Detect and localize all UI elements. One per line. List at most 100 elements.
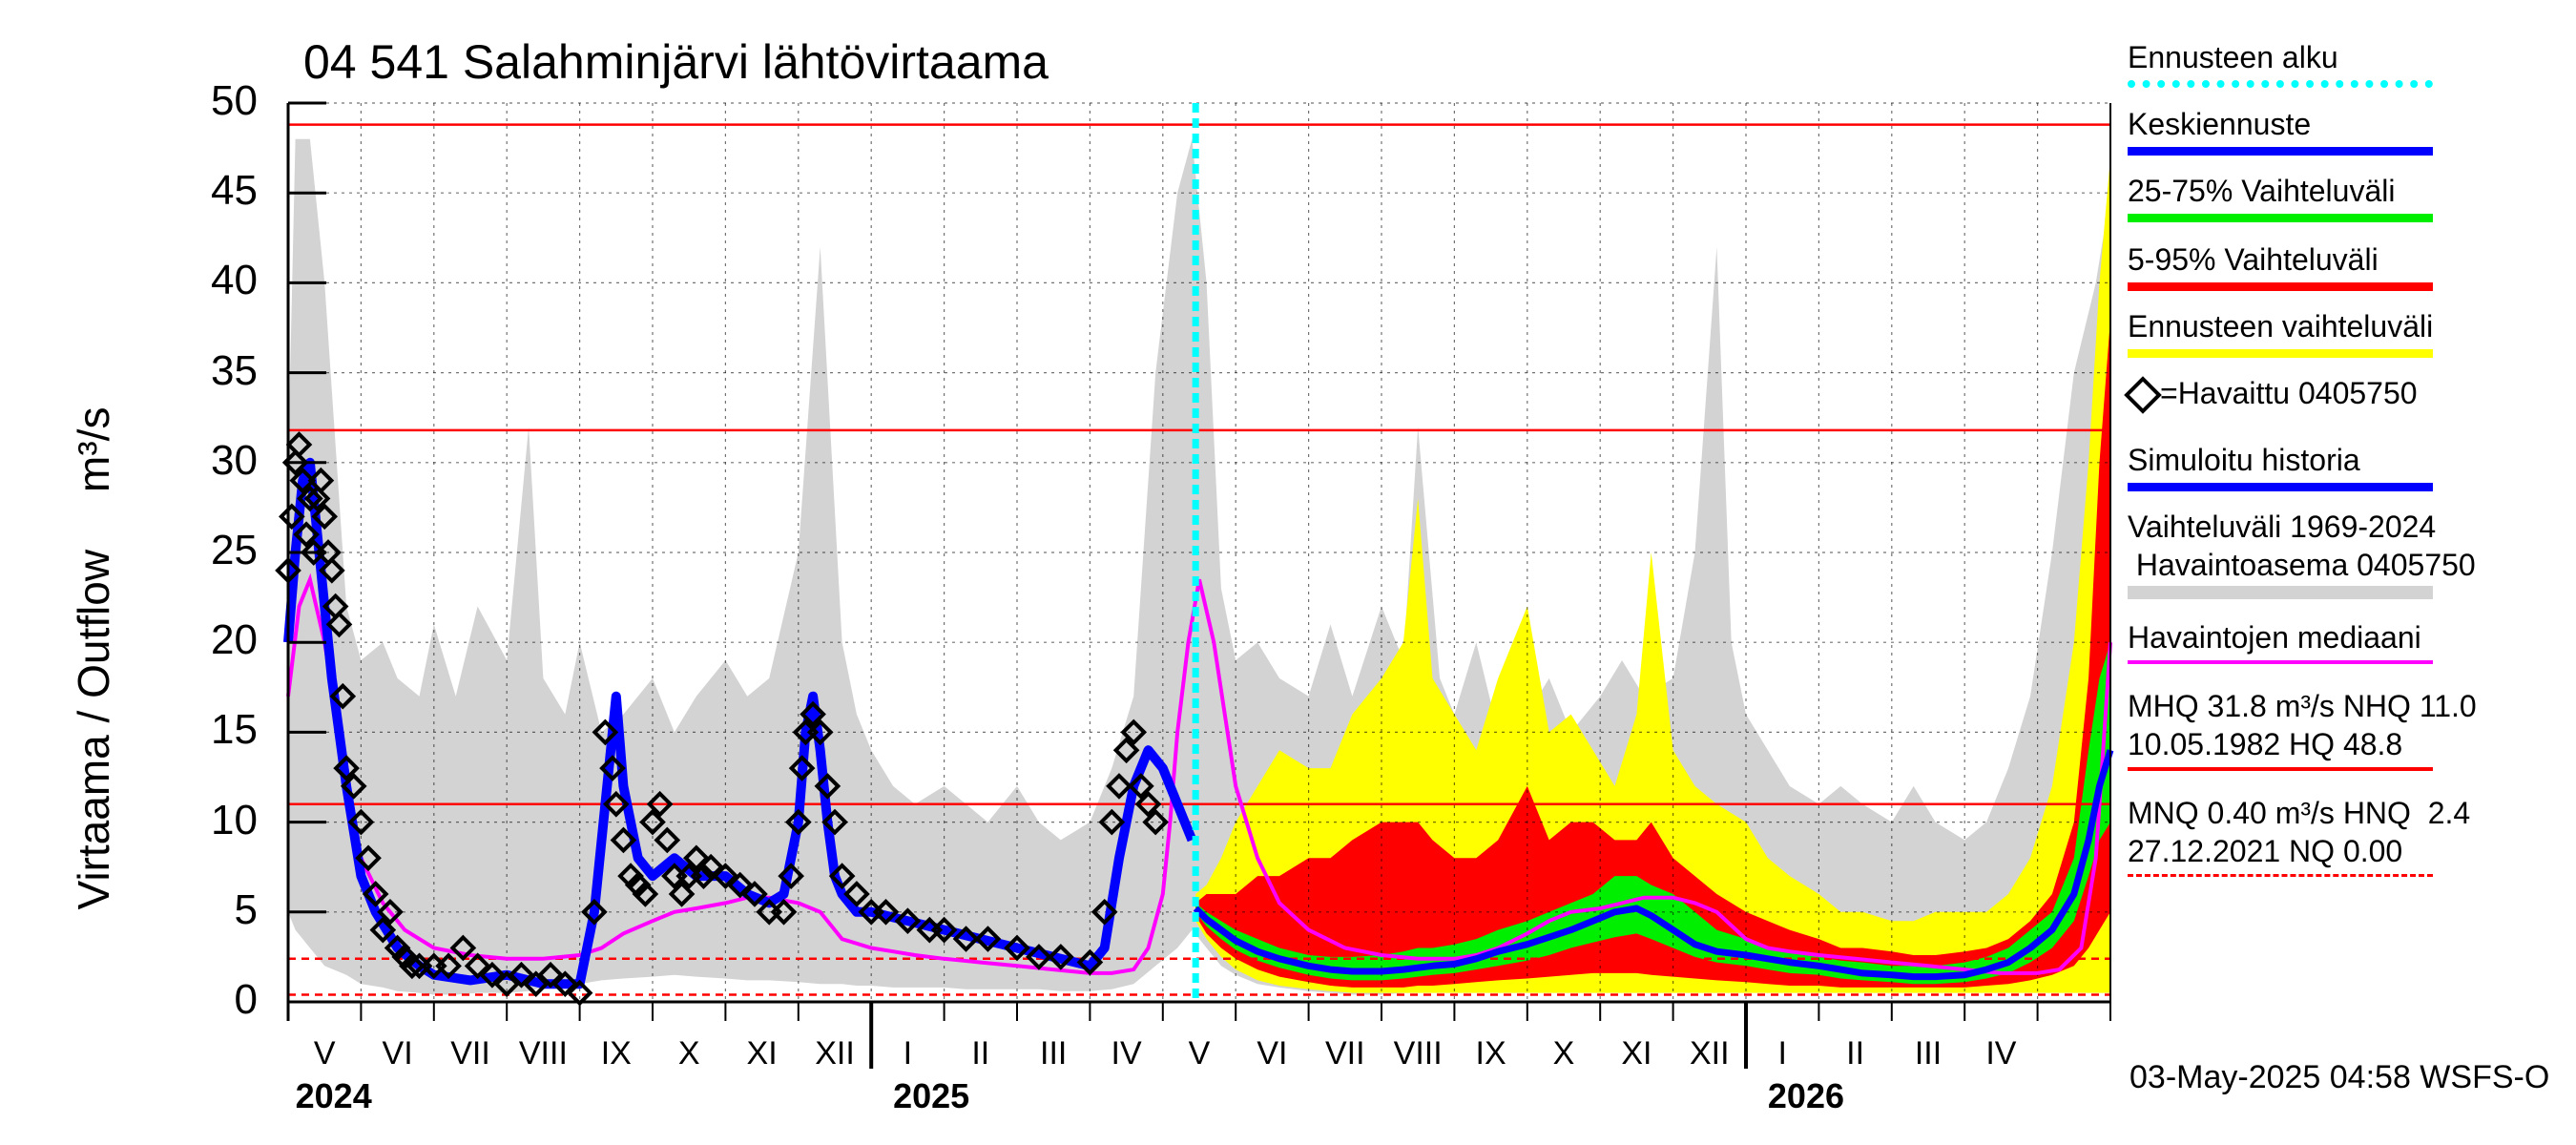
observed-point <box>952 926 980 952</box>
observed-point <box>843 881 870 907</box>
legend-item: Vaihteluväli 1969-2024 Havaintoasema 040… <box>2128 510 2476 582</box>
observed-point <box>814 773 841 800</box>
month-label: IV <box>1985 1035 2017 1072</box>
observed-point <box>311 503 339 531</box>
legend-item: 25-75% Vaihteluväli <box>2128 174 2396 208</box>
observed-point <box>508 961 535 989</box>
observed-point <box>821 808 848 836</box>
y-tick-label: 50 <box>211 77 258 124</box>
observed-point <box>325 611 353 638</box>
observed-point <box>726 871 754 899</box>
month-label: VI <box>1257 1035 1288 1072</box>
observed-point <box>639 808 666 836</box>
legend-item: Havaintojen mediaani <box>2128 620 2421 655</box>
month-label: VII <box>450 1035 490 1072</box>
legend-item: Ennusteen vaihteluväli <box>2128 309 2434 344</box>
observed-point <box>355 844 382 872</box>
observed-point <box>464 952 491 980</box>
observed-point <box>1134 790 1162 818</box>
data-series <box>283 103 2114 1002</box>
observed-point <box>599 755 626 781</box>
observed-point <box>399 952 426 980</box>
chart-title: 04 541 Salahminjärvi lähtövirtaama <box>303 35 1049 89</box>
month-label: VIII <box>518 1035 568 1072</box>
y-tick-label: 45 <box>211 167 258 215</box>
month-label: I <box>903 1035 913 1072</box>
observed-point <box>1142 808 1169 836</box>
y-tick-label: 15 <box>211 706 258 754</box>
observed-point <box>712 863 739 889</box>
observed-point <box>1004 934 1030 962</box>
observed-point <box>770 898 798 926</box>
observed-point <box>788 755 816 781</box>
observed-point <box>778 863 804 889</box>
legend-swatch <box>2128 483 2433 491</box>
legend-item: MHQ 31.8 m³/s NHQ 11.0 10.05.1982 HQ 48.… <box>2128 689 2477 761</box>
observed-point <box>654 826 681 854</box>
simulated-history-line <box>283 457 1197 989</box>
month-label: X <box>1552 1035 1575 1072</box>
legend-item: =Havaittu 0405750 <box>2160 376 2418 410</box>
month-label: IV <box>1111 1035 1142 1072</box>
observed-point <box>894 907 922 935</box>
observed-point <box>632 881 659 907</box>
month-label: XI <box>1621 1035 1652 1072</box>
legend-swatch <box>2128 874 2433 877</box>
observed-point <box>1048 944 1074 970</box>
observed-point <box>1106 773 1132 800</box>
observed-point <box>369 916 397 944</box>
observed-point <box>449 934 477 962</box>
month-label: X <box>677 1035 700 1072</box>
legend-item: MNQ 0.40 m³/s HNQ 2.4 27.12.2021 NQ 0.00 <box>2128 796 2471 868</box>
observed-point <box>1026 944 1052 970</box>
y-axis-label-text: Virtaama / Outflow <box>69 549 118 910</box>
y-axis-label: Virtaama / Outflow m³/s <box>65 324 122 992</box>
observed-point <box>340 773 367 800</box>
legend-item: Keskiennuste <box>2128 107 2312 141</box>
y-tick-label: 30 <box>211 436 258 484</box>
observed-point <box>303 485 331 512</box>
observed-point <box>930 916 958 944</box>
observed-point <box>362 881 389 907</box>
observed-point <box>668 881 696 907</box>
observed-point <box>602 790 630 818</box>
observed-point <box>690 863 717 889</box>
month-label: XI <box>746 1035 778 1072</box>
observed-point <box>377 898 404 926</box>
legend-item: 5-95% Vaihteluväli <box>2128 242 2379 277</box>
observed-point <box>1120 718 1148 746</box>
observed-point <box>1076 948 1104 976</box>
legend-swatch <box>2128 586 2433 599</box>
axes <box>286 101 2111 1069</box>
month-label: XII <box>815 1035 855 1072</box>
y-axis-unit: m³/s <box>69 406 118 492</box>
y-tick-label: 25 <box>211 527 258 573</box>
month-label: III <box>1914 1035 1942 1072</box>
observed-point <box>592 718 619 746</box>
month-label: I <box>1777 1035 1787 1072</box>
month-label: VI <box>382 1035 413 1072</box>
month-label: VIII <box>1393 1035 1443 1072</box>
observed-point <box>1128 773 1154 800</box>
y-tick-label: 35 <box>211 346 258 394</box>
legend-swatch <box>2128 660 2433 664</box>
observed-point <box>974 926 1002 952</box>
month-label: IX <box>1475 1035 1506 1072</box>
observed-point <box>347 808 375 836</box>
observed-point <box>278 503 305 531</box>
month-label: VII <box>1325 1035 1365 1072</box>
observed-markers <box>275 431 1169 1007</box>
month-label: V <box>313 1035 336 1072</box>
observed-point <box>551 970 579 997</box>
observed-point <box>1112 737 1140 764</box>
observed-point <box>333 755 360 781</box>
observed-point <box>806 718 834 746</box>
observed-point <box>319 557 345 584</box>
month-label: V <box>1188 1035 1211 1072</box>
legend-item: Simuloitu historia <box>2128 443 2360 477</box>
year-label: 2025 <box>893 1076 970 1115</box>
legend-swatch <box>2128 767 2433 771</box>
observed-point <box>329 682 357 710</box>
legend-swatch <box>2128 349 2433 358</box>
